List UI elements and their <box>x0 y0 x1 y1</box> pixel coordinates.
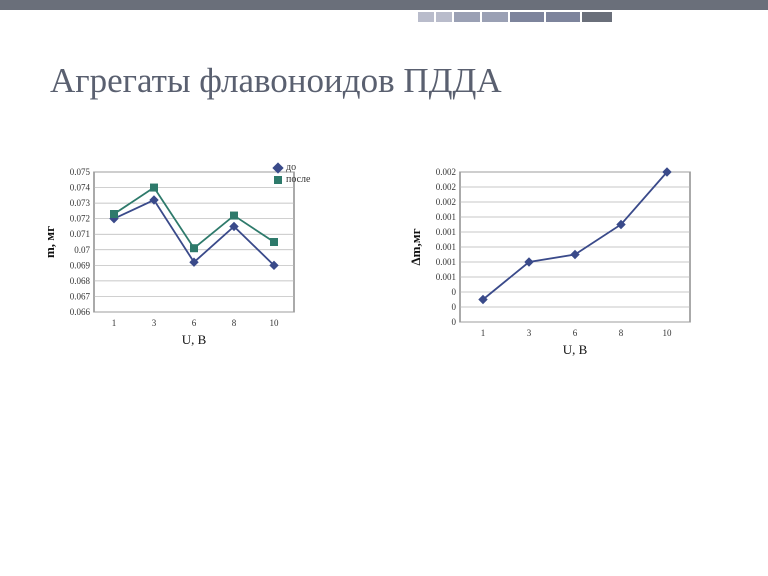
charts-row: допосле 0.075 0.074 0.073 0.072 0.071 0.07 0.0… <box>0 162 768 362</box>
square-icon <box>274 176 282 184</box>
svg-text:10: 10 <box>663 328 673 338</box>
svg-text:0.002: 0.002 <box>436 197 456 207</box>
svg-text:0.075: 0.075 <box>70 167 91 177</box>
svg-text:0.074: 0.074 <box>70 183 91 193</box>
svg-text:0.001: 0.001 <box>436 227 456 237</box>
svg-text:0.001: 0.001 <box>436 242 456 252</box>
legend: допосле <box>274 162 310 186</box>
svg-text:U, B: U, B <box>563 342 588 357</box>
svg-text:0.067: 0.067 <box>70 291 91 301</box>
svg-text:0.069: 0.069 <box>70 260 91 270</box>
svg-text:6: 6 <box>573 328 578 338</box>
page-title: Агрегаты флавоноидов ПДДА <box>50 60 768 102</box>
svg-text:0.001: 0.001 <box>436 272 456 282</box>
svg-text:1: 1 <box>481 328 486 338</box>
chart-mass-vs-voltage: допосле 0.075 0.074 0.073 0.072 0.071 0.07 0.0… <box>40 162 360 362</box>
svg-text:0.001: 0.001 <box>436 257 456 267</box>
svg-text:6: 6 <box>192 318 197 328</box>
svg-text:0: 0 <box>452 287 457 297</box>
legend-label: после <box>286 174 310 186</box>
svg-text:U, B: U, B <box>182 332 207 347</box>
svg-text:0.068: 0.068 <box>70 276 91 286</box>
diamond-icon <box>272 162 283 173</box>
svg-text:0.002: 0.002 <box>436 182 456 192</box>
legend-label: до <box>286 162 296 174</box>
svg-text:1: 1 <box>112 318 117 328</box>
svg-text:8: 8 <box>619 328 624 338</box>
svg-text:0.072: 0.072 <box>70 214 90 224</box>
svg-text:0.066: 0.066 <box>70 307 91 317</box>
svg-text:Δm,мг: Δm,мг <box>408 228 423 265</box>
svg-text:8: 8 <box>232 318 237 328</box>
top-bar <box>0 0 768 10</box>
legend-item: после <box>274 174 310 186</box>
chart-delta-mass-vs-voltage: 0.002 0.002 0.002 0.001 0.001 0.001 0.001 0.001… <box>400 162 720 362</box>
accent-strip <box>418 12 618 22</box>
svg-text:m, мг: m, мг <box>42 226 57 258</box>
svg-text:0: 0 <box>452 317 457 327</box>
svg-text:10: 10 <box>270 318 280 328</box>
svg-text:0.002: 0.002 <box>436 167 456 177</box>
legend-item: до <box>274 162 310 174</box>
svg-text:3: 3 <box>527 328 532 338</box>
svg-text:0: 0 <box>452 302 457 312</box>
svg-text:0.071: 0.071 <box>70 229 90 239</box>
svg-text:0.073: 0.073 <box>70 198 91 208</box>
svg-text:0.07: 0.07 <box>74 245 90 255</box>
svg-text:0.001: 0.001 <box>436 212 456 222</box>
svg-text:3: 3 <box>152 318 157 328</box>
